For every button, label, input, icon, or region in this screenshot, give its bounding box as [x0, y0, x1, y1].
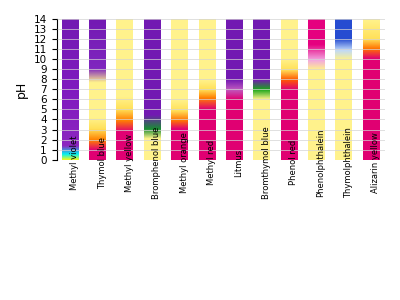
Text: Alizarin yellow: Alizarin yellow	[371, 132, 380, 193]
Text: Thymol blue: Thymol blue	[98, 137, 106, 189]
Text: Litmus: Litmus	[234, 148, 244, 177]
Text: Phenolphthalein: Phenolphthalein	[316, 128, 326, 197]
Text: Methyl yellow: Methyl yellow	[125, 134, 134, 192]
Text: Methyl orange: Methyl orange	[180, 132, 189, 193]
Text: Bromthymol blue: Bromthymol blue	[262, 126, 271, 199]
Text: Bromphenol blue: Bromphenol blue	[152, 127, 161, 199]
Text: Methyl violet: Methyl violet	[70, 135, 79, 190]
Y-axis label: pH: pH	[15, 81, 28, 98]
Text: Phenol red: Phenol red	[289, 140, 298, 185]
Text: Thymolphthalein: Thymolphthalein	[344, 127, 353, 198]
Text: Methyl red: Methyl red	[207, 140, 216, 185]
